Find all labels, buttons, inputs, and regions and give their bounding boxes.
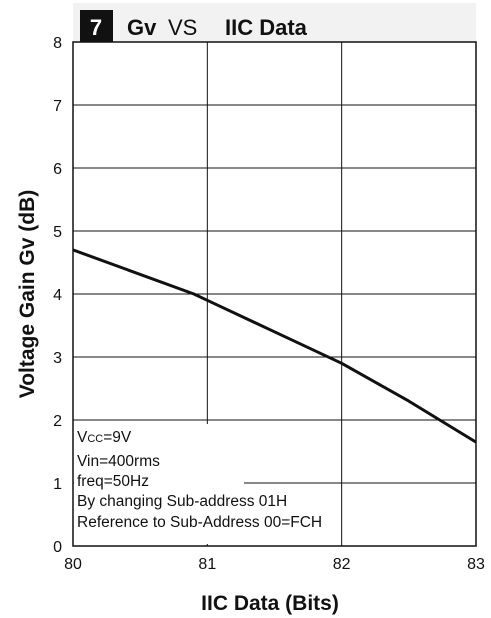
- y-axis-title: Voltage Gain Gv (dB): [16, 190, 39, 398]
- y-tick-label-8: 8: [53, 35, 62, 52]
- x-tick-label-81: 81: [198, 556, 216, 573]
- y-tick-label-7: 7: [53, 98, 62, 115]
- plot-frame: [72, 41, 477, 547]
- y-tick-label-4: 4: [53, 287, 62, 304]
- x-axis-title: IIC Data (Bits): [201, 592, 339, 615]
- title-vs: VS: [168, 15, 197, 40]
- annotation-reference: Reference to Sub-Address 00=FCH: [77, 514, 322, 531]
- x-tick-label-83: 83: [467, 556, 485, 573]
- y-tick-label-1: 1: [53, 476, 62, 493]
- annotation-freq: freq=50Hz: [77, 473, 149, 490]
- title-gv: Gv: [127, 15, 157, 40]
- annotation-background: [74, 424, 244, 544]
- annotation-vcc: VCC=9V: [77, 429, 132, 446]
- figure-number: 7: [90, 15, 102, 40]
- annotation-vin: Vin=400rms: [77, 453, 160, 470]
- tick-labels: 0 1 2 3 4 5 6 7 8 80 81 82 83: [53, 35, 485, 573]
- y-tick-label-6: 6: [53, 161, 62, 178]
- y-tick-label-3: 3: [53, 350, 62, 367]
- x-tick-label-80: 80: [64, 556, 82, 573]
- y-tick-label-2: 2: [53, 413, 62, 430]
- annotation-sub-address: By changing Sub-address 01H: [77, 493, 287, 510]
- series-layer: [72, 248, 477, 444]
- series-line-0: [72, 248, 477, 444]
- x-tick-label-82: 82: [333, 556, 351, 573]
- title-iic-data: IIC Data: [225, 15, 308, 40]
- y-tick-label-0: 0: [53, 539, 62, 556]
- y-tick-label-5: 5: [53, 224, 62, 241]
- title-bar: [73, 3, 476, 42]
- figure-number-badge: [80, 10, 113, 42]
